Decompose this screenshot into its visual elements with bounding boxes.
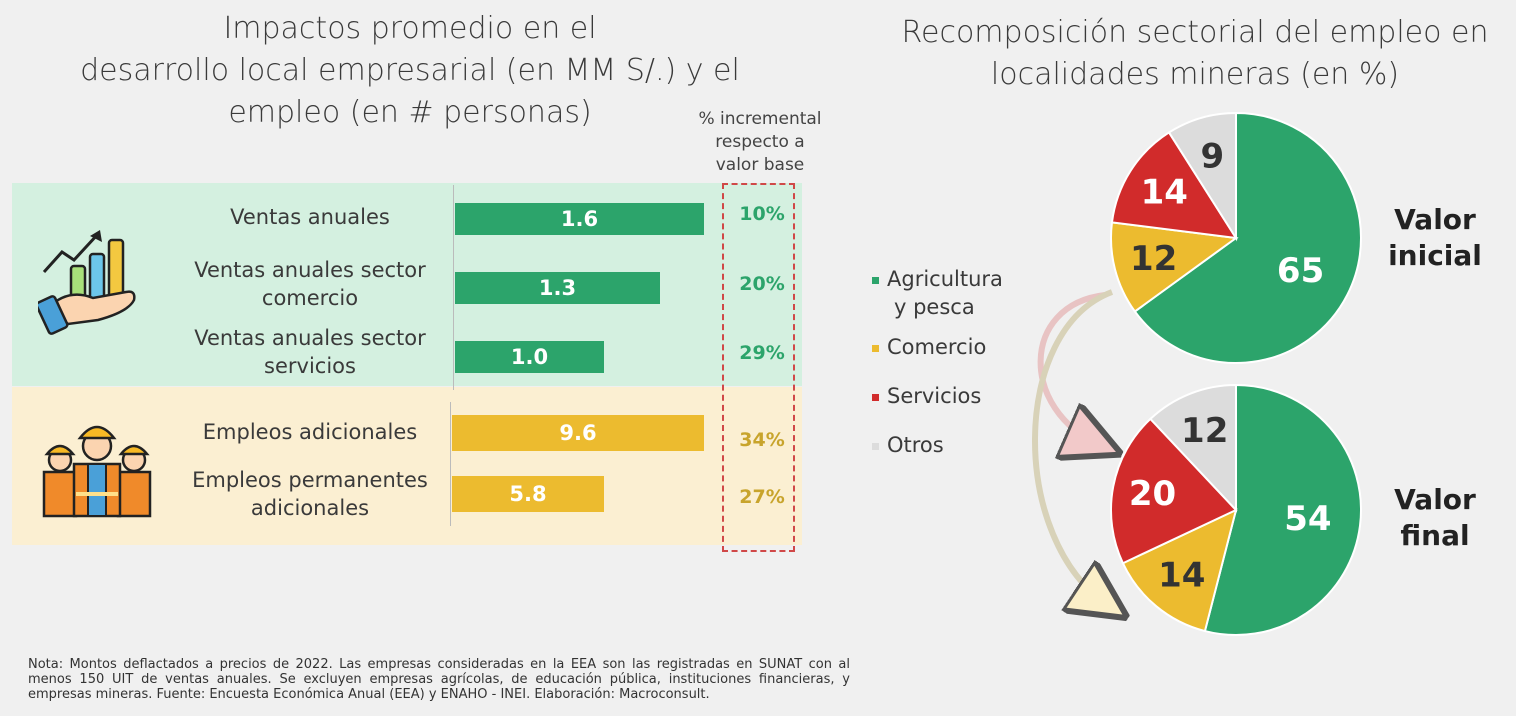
bar-ventas-comercio: 1.3 — [455, 272, 660, 304]
pct-ventas-comercio: 20% — [727, 273, 797, 295]
row-label-line: comercio — [261, 286, 359, 310]
incremental-header-line1: % incremental — [698, 109, 822, 129]
pie-slice-otros — [1149, 383, 1237, 513]
pie-initial: 65 12 14 9 — [1110, 111, 1362, 364]
pct-ventas-anuales: 10% — [727, 203, 797, 225]
row-label-line: adicionales — [250, 496, 370, 520]
row-label-line: Ventas anuales — [230, 205, 390, 229]
row-label-ventas-servicios: Ventas anuales sector servicios — [160, 324, 460, 380]
incremental-header-line2: respecto a — [715, 132, 805, 152]
row-label-ventas-comercio: Ventas anuales sector comercio — [160, 256, 460, 312]
pct-value: 27% — [739, 486, 785, 508]
label-valor-final: Valor final — [1380, 482, 1490, 554]
label-line: Valor — [1394, 203, 1476, 236]
right-title: Recomposición sectorial del empleo en lo… — [880, 12, 1510, 96]
pie-label-servicios: 20 — [1129, 474, 1176, 514]
bar-value-label: 1.3 — [538, 276, 577, 300]
bar-ventas-servicios: 1.0 — [455, 341, 604, 373]
pct-value: 29% — [739, 342, 785, 364]
incremental-header: % incremental respecto a valor base — [690, 108, 830, 177]
pct-value: 20% — [739, 273, 785, 295]
pie-label-servicios: 14 — [1141, 172, 1188, 212]
incremental-dashed-box — [722, 183, 795, 552]
sales-axis-line — [453, 185, 454, 390]
pct-empleos-permanentes: 27% — [727, 486, 797, 508]
bar-value-label: 1.0 — [510, 345, 549, 369]
row-label-line: Ventas anuales sector — [194, 326, 426, 350]
pct-value: 34% — [739, 429, 785, 451]
legend-item-comercio: Comercio — [872, 333, 986, 361]
right-title-line2: localidades mineras (en %) — [990, 57, 1400, 92]
legend-label: Servicios — [887, 384, 982, 408]
row-label-line: Empleos adicionales — [202, 420, 418, 444]
bar-ventas-anuales: 1.6 — [455, 203, 704, 235]
left-title: Impactos promedio en el desarrollo local… — [30, 8, 790, 134]
label-line: Valor — [1394, 483, 1476, 516]
right-title-line1: Recomposición sectorial del empleo en — [901, 15, 1489, 50]
legend-item-otros: Otros — [872, 431, 944, 459]
legend-label: Comercio — [887, 335, 987, 359]
pie-slice-servicios — [1110, 417, 1238, 565]
bar-value-label: 5.8 — [509, 482, 547, 506]
pie-label-otros: 12 — [1181, 411, 1228, 451]
pct-empleos-adicionales: 34% — [727, 429, 797, 451]
employment-axis-line — [450, 402, 451, 526]
row-label-empleos-adicionales: Empleos adicionales — [160, 418, 460, 446]
pie-label-agricultura: 65 — [1277, 251, 1324, 291]
pie-slice-comercio — [1121, 508, 1238, 633]
legend-swatch — [872, 442, 879, 450]
left-title-line1: Impactos promedio en el — [223, 11, 597, 46]
arrow-comercio — [1032, 289, 1112, 605]
pie-label-comercio: 12 — [1130, 239, 1177, 279]
pct-ventas-servicios: 29% — [727, 342, 797, 364]
legend-item-agricultura: Agricultura y pesca — [872, 265, 1003, 321]
label-line: final — [1400, 519, 1470, 552]
pie-slice-agricultura — [1133, 111, 1362, 364]
pie-slice-otros — [1167, 111, 1237, 242]
left-title-line2: desarrollo local empresarial (en MM S/.)… — [80, 53, 740, 88]
pie-slice-agricultura — [1203, 383, 1362, 636]
legend-label: Otros — [887, 433, 944, 457]
pie-label-comercio: 14 — [1158, 555, 1205, 595]
left-title-line3: empleo (en # personas) — [228, 95, 592, 130]
bar-value-label: 1.6 — [560, 207, 599, 231]
legend-swatch — [872, 276, 879, 284]
pie-label-agricultura: 54 — [1284, 499, 1331, 539]
row-label-ventas-anuales: Ventas anuales — [160, 203, 460, 231]
row-label-line: Empleos permanentes — [192, 468, 428, 492]
pie-slice-comercio — [1110, 221, 1239, 313]
legend-label: Agricultura — [887, 267, 1003, 291]
row-label-empleos-permanentes: Empleos permanentes adicionales — [160, 466, 460, 522]
legend-item-servicios: Servicios — [872, 382, 981, 410]
pie-slice-servicios — [1110, 131, 1238, 240]
label-valor-inicial: Valor inicial — [1380, 202, 1490, 274]
construction-workers-icon — [42, 425, 152, 518]
footnote: Nota: Montos deflactados a precios de 20… — [28, 657, 850, 702]
arrow-servicios — [1037, 292, 1105, 445]
pct-value: 10% — [739, 203, 785, 225]
hand-growth-chart-icon — [38, 230, 136, 335]
row-label-line: servicios — [264, 354, 356, 378]
row-label-line: Ventas anuales sector — [194, 258, 426, 282]
bar-empleos-permanentes: 5.8 — [452, 476, 604, 512]
pie-label-otros: 9 — [1200, 136, 1224, 176]
label-line: inicial — [1388, 239, 1482, 272]
legend-swatch — [872, 344, 879, 352]
incremental-header-line3: valor base — [715, 155, 805, 175]
bar-empleos-adicionales: 9.6 — [452, 415, 704, 451]
legend-label: y pesca — [894, 295, 975, 319]
legend-swatch — [872, 393, 879, 401]
bar-value-label: 9.6 — [559, 421, 597, 445]
